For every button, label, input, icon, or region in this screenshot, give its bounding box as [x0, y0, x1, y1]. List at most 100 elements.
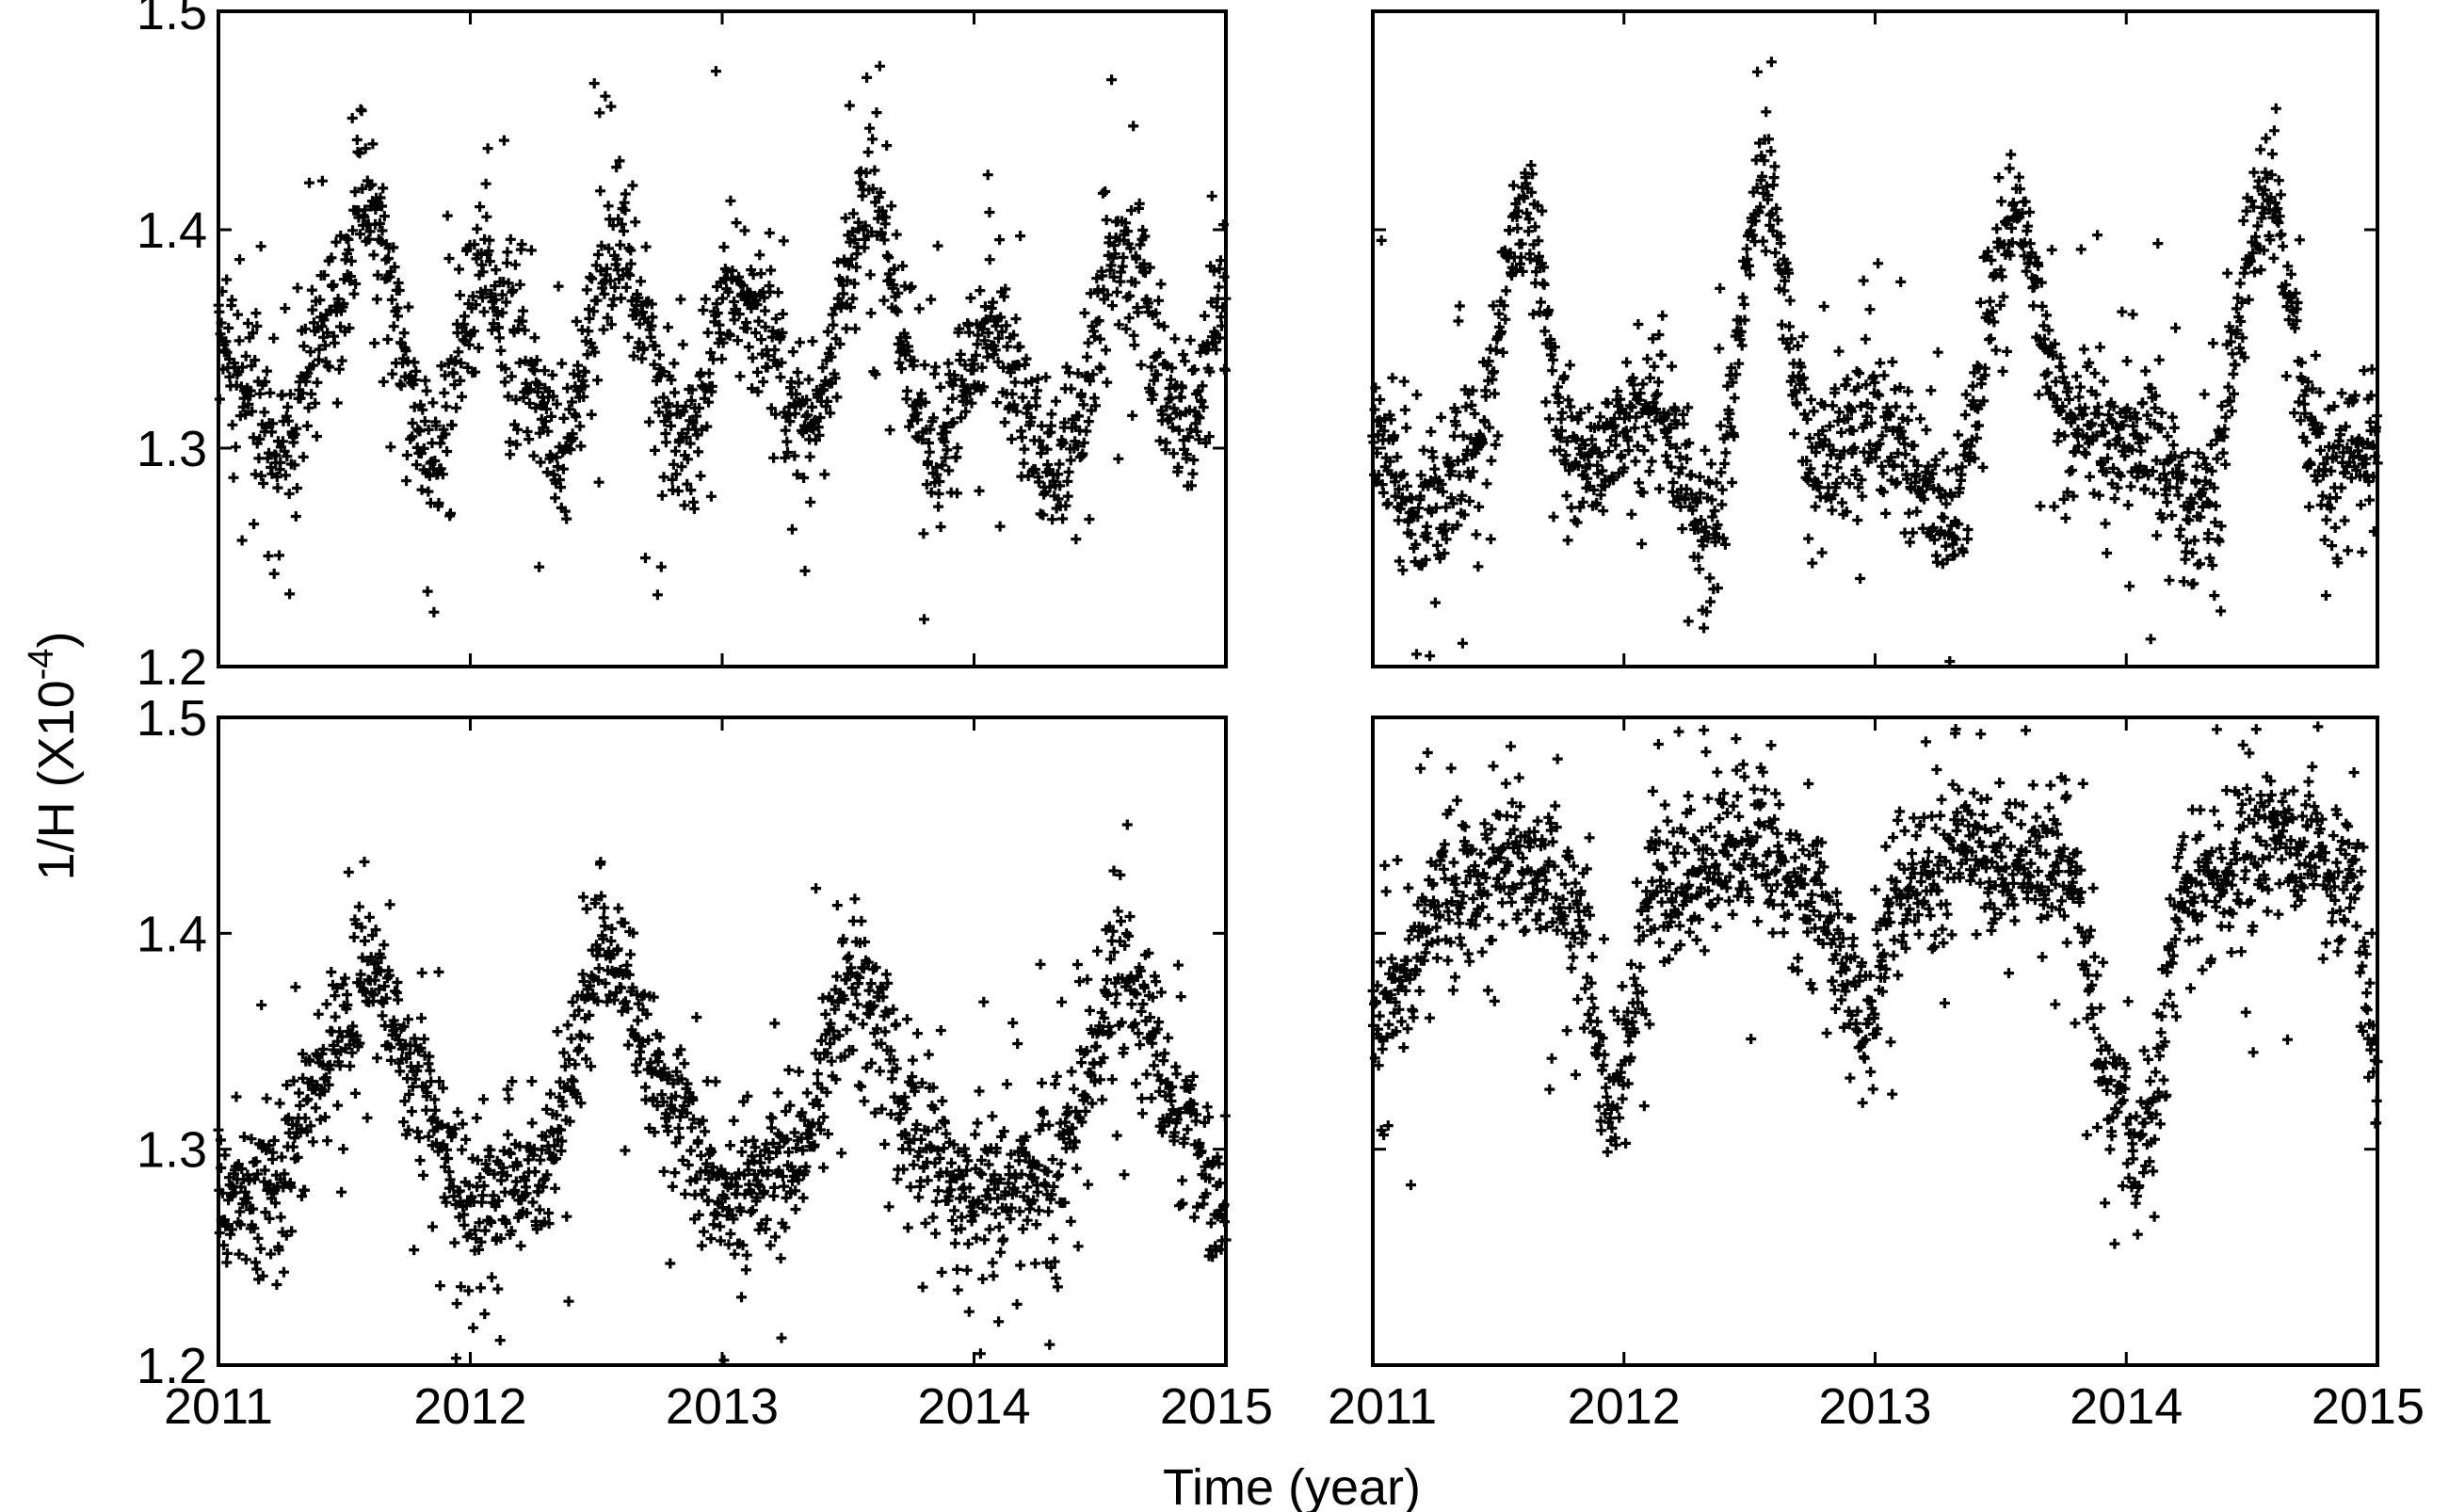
- data-point: [801, 394, 813, 406]
- data-point: [1597, 465, 1608, 476]
- data-point: [243, 398, 254, 410]
- data-point: [1072, 1241, 1084, 1252]
- data-point: [289, 428, 300, 440]
- data-point: [348, 288, 360, 299]
- scatter-points: [213, 819, 1232, 1366]
- data-point: [562, 1020, 573, 1031]
- data-point: [1414, 491, 1426, 502]
- data-point: [1720, 447, 1732, 458]
- data-point: [479, 1309, 491, 1320]
- data-point: [748, 1205, 758, 1216]
- data-point: [917, 1281, 928, 1293]
- data-point: [898, 1164, 910, 1175]
- data-point: [1993, 172, 2005, 184]
- data-point: [1731, 369, 1742, 380]
- data-point: [844, 260, 854, 271]
- data-point: [930, 1196, 942, 1207]
- data-point: [2137, 397, 2149, 409]
- data-point: [930, 1228, 942, 1239]
- data-point: [1151, 308, 1162, 319]
- data-point: [1031, 400, 1042, 411]
- data-point: [493, 332, 505, 344]
- data-point: [580, 366, 590, 378]
- data-point: [350, 279, 362, 289]
- data-point: [463, 339, 475, 350]
- data-point: [1629, 423, 1640, 434]
- data-point: [1931, 556, 1942, 568]
- data-point: [933, 501, 944, 512]
- data-point: [1091, 1040, 1102, 1052]
- data-point: [1373, 470, 1384, 480]
- data-point: [1436, 411, 1446, 423]
- data-point: [1113, 319, 1124, 330]
- data-point: [1837, 472, 1848, 483]
- data-point: [1460, 401, 1472, 412]
- data-point: [388, 242, 399, 253]
- data-point: [2312, 475, 2323, 487]
- data-point: [1200, 438, 1212, 448]
- data-point: [372, 1053, 382, 1064]
- data-point: [870, 369, 881, 380]
- data-point: [625, 949, 636, 960]
- data-point: [1570, 1070, 1581, 1080]
- data-point: [1175, 991, 1186, 1003]
- data-point: [599, 288, 610, 299]
- data-point: [646, 298, 657, 310]
- data-point: [395, 380, 407, 392]
- data-point: [1488, 761, 1499, 772]
- data-point: [1062, 475, 1073, 487]
- data-point: [1167, 362, 1178, 374]
- data-point: [2124, 581, 2135, 592]
- data-point: [1414, 986, 1426, 996]
- data-point: [449, 379, 460, 391]
- data-point: [613, 903, 624, 914]
- data-point: [765, 403, 777, 414]
- data-point: [1464, 495, 1475, 507]
- data-point: [695, 471, 706, 481]
- data-point: [1443, 914, 1455, 925]
- data-point: [1375, 394, 1386, 405]
- data-point: [1520, 925, 1531, 936]
- data-point: [687, 417, 699, 428]
- data-point: [379, 940, 390, 951]
- data-point: [998, 1233, 1009, 1245]
- data-point: [828, 319, 839, 330]
- data-point: [672, 486, 684, 497]
- data-point: [1712, 520, 1723, 530]
- data-point: [1831, 462, 1843, 474]
- data-point: [494, 1335, 506, 1346]
- data-point: [1601, 1082, 1611, 1093]
- data-point: [328, 280, 339, 291]
- data-point: [1666, 461, 1677, 473]
- data-point: [1522, 207, 1533, 218]
- data-point: [1903, 507, 1914, 519]
- data-point: [1755, 201, 1765, 213]
- data-point: [459, 311, 470, 322]
- data-point: [1050, 1079, 1060, 1089]
- data-point: [1687, 505, 1699, 516]
- data-point: [1700, 522, 1712, 533]
- data-point: [475, 1282, 486, 1294]
- data-point: [2357, 546, 2368, 557]
- data-point: [1902, 414, 1913, 426]
- data-point: [535, 457, 546, 468]
- data-point: [1389, 430, 1400, 442]
- data-point: [1678, 418, 1689, 429]
- data-point: [479, 1225, 491, 1236]
- data-point: [733, 335, 743, 346]
- data-point: [575, 441, 587, 452]
- data-point: [935, 522, 946, 533]
- data-point: [822, 395, 833, 407]
- data-point: [955, 1193, 965, 1204]
- data-point: [324, 362, 335, 373]
- data-point: [1797, 331, 1809, 343]
- data-point: [956, 412, 967, 424]
- data-point: [1683, 402, 1694, 413]
- data-point: [557, 463, 569, 475]
- data-point: [1457, 490, 1468, 501]
- data-point: [514, 279, 525, 290]
- data-point: [794, 337, 805, 348]
- data-point: [231, 1091, 242, 1102]
- data-point: [747, 352, 758, 363]
- data-point: [787, 346, 798, 358]
